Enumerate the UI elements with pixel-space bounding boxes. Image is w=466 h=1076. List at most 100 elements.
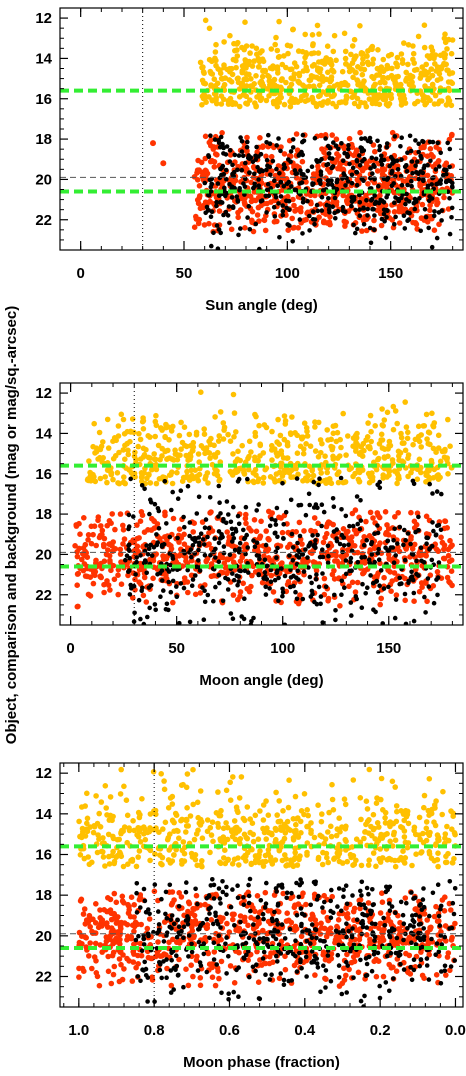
object-point [439,539,446,546]
background-point [267,586,272,591]
background-point [293,589,298,595]
background-point [251,615,256,621]
comparison-point [368,438,375,445]
background-point [411,590,417,596]
object-point [436,221,442,228]
comparison-point [405,429,411,436]
comparison-point [147,857,153,864]
background-point [444,171,449,177]
background-point [403,538,408,543]
comparison-point [318,818,325,825]
comparison-point [389,778,396,785]
background-point [445,140,451,146]
y-tick-label: 12 [35,385,52,402]
object-point [254,212,261,218]
comparison-point [196,459,202,465]
comparison-point [211,76,218,82]
background-point [430,520,435,525]
comparison-point [396,453,402,459]
comparison-point [412,100,418,107]
background-point [187,619,193,625]
comparison-point [131,827,137,834]
object-point [235,596,241,603]
comparison-point [370,56,377,63]
comparison-point [183,829,189,835]
background-point [235,167,240,173]
comparison-point [392,857,398,864]
object-point [154,521,161,527]
y-tick-label: 18 [35,506,52,523]
object-point [322,534,328,541]
comparison-point [164,456,170,463]
object-point [410,219,416,226]
x-tick-label: 150 [378,265,403,282]
background-point [123,557,128,563]
background-point [381,200,387,205]
comparison-point [317,69,323,76]
comparison-point [310,472,317,479]
comparison-point [165,857,172,863]
comparison-point [325,829,331,835]
background-point [385,538,390,544]
comparison-point [220,436,227,442]
background-point [219,200,225,205]
object-point [201,222,208,228]
background-point [270,158,276,164]
comparison-point [183,784,190,791]
background-point [208,133,213,138]
background-point [239,149,245,154]
comparison-point [249,43,255,49]
object-point [279,529,286,536]
comparison-point [395,448,402,455]
comparison-point [425,466,431,473]
comparison-point [270,98,277,105]
comparison-point [272,478,279,485]
comparison-point [445,67,451,74]
background-point [156,526,162,531]
comparison-point [256,422,262,429]
background-point [196,558,201,563]
background-point [332,592,337,598]
comparison-point [404,435,411,442]
object-point [208,917,215,923]
background-point [342,585,347,590]
comparison-point [344,82,351,88]
comparison-point [382,815,388,821]
comparison-point [402,839,409,846]
background-point [339,592,344,597]
comparison-point [260,817,267,823]
background-point [174,584,179,589]
comparison-point [110,833,116,840]
object-point [374,207,381,213]
object-point [379,165,386,172]
background-point [254,540,260,545]
comparison-point [339,68,346,75]
comparison-point [305,97,311,103]
comparison-point [160,826,166,832]
comparison-point [405,61,411,68]
background-point [449,205,455,211]
object-point [183,966,189,972]
background-point [390,157,396,162]
comparison-point [275,416,281,423]
object-point [96,982,103,989]
panel-2-x-axis-title: Moon angle (deg) [199,672,323,689]
background-point [217,500,222,506]
comparison-point [257,441,264,448]
object-point [242,515,249,522]
comparison-point [390,403,397,410]
comparison-point [433,841,439,847]
background-point [317,476,322,482]
background-point [368,240,374,246]
background-point [155,540,160,545]
comparison-point [190,766,196,773]
comparison-point [96,810,102,817]
background-point [296,577,301,582]
comparison-point [403,424,410,430]
comparison-point [402,399,409,405]
background-point [147,511,152,517]
background-point [409,574,415,579]
comparison-point [161,778,167,784]
y-tick-label: 22 [35,587,52,604]
